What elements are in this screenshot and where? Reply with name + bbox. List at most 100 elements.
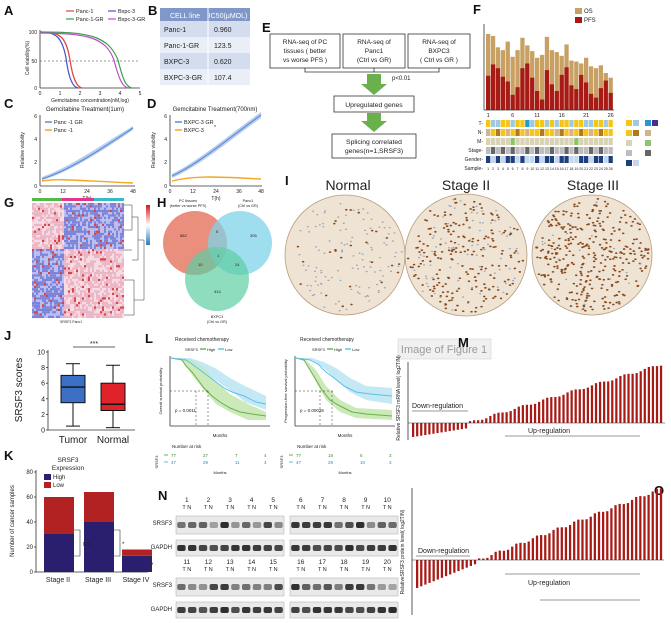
j-ylabel: SRSF3 scores <box>14 358 25 422</box>
a-xtick-3: 3 <box>99 91 102 97</box>
f-heat-cell <box>525 129 530 136</box>
l-left-risk-high-3: 4 <box>264 453 267 458</box>
f-heat-cell <box>584 129 589 136</box>
d-line-gr <box>171 114 262 177</box>
d-ytick-3: 6 <box>164 114 167 120</box>
svg-text:*: * <box>214 125 216 131</box>
l-right-risk-low-3: 3 <box>389 460 392 465</box>
f-heat-cell <box>593 129 599 136</box>
f-heat-cell <box>579 120 584 127</box>
n-sample-number: 4 <box>250 497 254 504</box>
f-heat-cell <box>584 147 589 154</box>
e-box2-line2: (Ctrl vs GR) <box>357 57 391 64</box>
f-heat-cell <box>584 120 589 127</box>
m-up-label: Up-regulation <box>528 428 570 435</box>
n-tn-label: T N <box>226 567 235 573</box>
f-heat-cell <box>544 156 550 163</box>
n-tn-label: T N <box>269 567 278 573</box>
l-left-legend-title: SRSF3 <box>185 347 199 352</box>
f-pfs-bar <box>608 92 613 110</box>
f-heat-cell <box>520 156 525 163</box>
j-boxplot <box>60 363 126 429</box>
f-heat-cell <box>535 156 540 163</box>
c-legend-0: Panc -1 GR <box>54 120 83 126</box>
c-xtick-2: 24 <box>84 189 90 195</box>
a-legend-3: Bxpc-3-GR <box>118 17 145 23</box>
f-heat-cell <box>530 120 535 127</box>
f-heat-cell <box>495 129 501 136</box>
d-xlabel: T(h) <box>211 196 221 202</box>
f-heat-cell <box>549 120 554 127</box>
k-cat-1: Stage III <box>85 577 111 584</box>
e-box5-line0: Splicing correlated <box>346 139 402 146</box>
f-heat-cell <box>598 156 603 163</box>
f-os-bar <box>588 66 594 110</box>
f-pfs-bar <box>579 74 584 110</box>
b-header-0: CELL line <box>170 13 200 20</box>
f-pfs-bar <box>539 99 545 110</box>
n-blot-gapdh <box>175 601 285 619</box>
f-heat-cell <box>515 129 520 136</box>
f-sample-number: 26 <box>609 167 613 171</box>
f-pfs-bar <box>515 87 520 110</box>
d-xtick-4: 48 <box>258 189 264 195</box>
h-set2-l0: Panc1 <box>243 199 254 203</box>
f-heat-cell <box>525 120 530 127</box>
panel-j-label: J <box>4 328 11 343</box>
k-bar-high <box>122 555 152 572</box>
f-heat-cell <box>564 138 569 145</box>
e-box1-line2: vs worse PFS ) <box>283 57 327 64</box>
f-heat-cell <box>520 147 525 154</box>
f-heat-cell <box>490 156 496 163</box>
f-pfs-bar <box>525 63 530 110</box>
f-sample-number: 6 <box>512 167 514 171</box>
j-sig: *** <box>90 341 98 348</box>
k-bar-high <box>44 533 74 572</box>
f-heat-cell <box>598 129 603 136</box>
l-right-risk-xlabel: Months <box>338 470 351 475</box>
f-heat-cell <box>510 138 515 145</box>
a-legend: Panc-1 Panc-1-GR Bxpc-3 Bxpc-3-GR <box>66 9 145 23</box>
n-sample-number: 9 <box>364 497 368 504</box>
f-heat-cell <box>520 138 525 145</box>
panel-a: A 100 50 0 0 1 2 3 4 5 Gemcitabine conce… <box>4 3 145 104</box>
d-title: Gemcitabine Treatment(700nm) <box>173 107 258 113</box>
f-heat-cell <box>486 147 491 154</box>
m-bar-chart <box>412 365 663 437</box>
panel-o-label: O <box>654 483 664 498</box>
f-pfs-bar <box>490 64 496 110</box>
f-sample-number: 12 <box>540 167 544 171</box>
c-xtick-3: 36 <box>107 189 113 195</box>
f-row-m: M- <box>477 139 483 145</box>
k-sig-1: * <box>122 542 125 548</box>
g-dendrogram <box>124 204 145 316</box>
a-ytick-2: 0 <box>34 86 37 92</box>
f-sample-number: 3 <box>497 167 499 171</box>
f-row-stage: Stage- <box>468 148 483 154</box>
c-ytick-1: 2 <box>34 160 37 166</box>
l-left-risk-title: Number at risk <box>172 444 202 449</box>
f-heat-cell <box>510 147 515 154</box>
a-xlabel: Gemcitabine concentration(nM,log) <box>51 98 129 104</box>
n-sample-number: 17 <box>319 559 327 566</box>
f-pfs-bar <box>530 77 535 110</box>
f-heat-cell <box>559 156 564 163</box>
e-box2-line0: RNA-seq of <box>357 39 391 46</box>
f-pfs-bar <box>544 70 550 110</box>
f-heat-cell <box>535 120 540 127</box>
f-os-bar <box>549 50 554 110</box>
panel-e-label: E <box>262 20 271 35</box>
f-heat-cell <box>530 129 535 136</box>
k-title-l0: SRSF3 <box>58 457 79 464</box>
f-heat-cell <box>495 147 501 154</box>
l-left-risk-high-2: 7 <box>235 453 238 458</box>
l-right-risk-low-0: 47 <box>296 460 302 465</box>
e-box5-line1: genes(n=1,SRSF3) <box>345 148 403 155</box>
b-row-3-value: 107.4 <box>214 75 232 82</box>
n-blot-gapdh <box>175 539 285 557</box>
f-heat-cell <box>544 138 550 145</box>
a-ytick-0: 100 <box>29 30 38 36</box>
o-up-label: Up-regulation <box>528 580 570 587</box>
m-watermark-box <box>397 338 492 360</box>
a-ytick-1: 50 <box>31 59 37 65</box>
